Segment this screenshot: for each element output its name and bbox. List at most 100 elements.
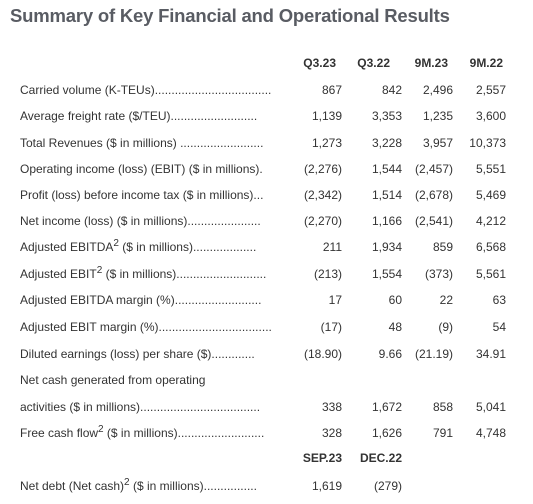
row-label-text: Net income (loss) ($ in millions) bbox=[20, 214, 188, 228]
cell-value: 5,551 bbox=[475, 162, 506, 176]
row-label-text: Net cash generated from operating bbox=[20, 373, 206, 387]
cell-value: 17 bbox=[328, 293, 342, 307]
cell-value: 328 bbox=[321, 426, 342, 440]
row-label: activities ($ in millions)..............… bbox=[20, 399, 260, 415]
cell-value: (2,270) bbox=[303, 214, 342, 228]
cell-value: 1,619 bbox=[311, 479, 342, 493]
leader-dots: ................... bbox=[192, 240, 257, 254]
table-row: Total Revenues ($ in millions) .........… bbox=[0, 135, 533, 157]
row-label-text: Diluted earnings (loss) per share ($) bbox=[20, 347, 212, 361]
row-label: Operating income (loss) (EBIT) ($ in mil… bbox=[20, 161, 263, 177]
table-row: Net cash generated from operating bbox=[0, 372, 533, 394]
leader-dots: .......................... bbox=[177, 426, 265, 440]
cell-value: (213) bbox=[313, 267, 342, 281]
cell-value: 338 bbox=[321, 400, 342, 414]
cell-value: (2,276) bbox=[303, 162, 342, 176]
cell-value: 3,600 bbox=[475, 109, 506, 123]
row-label-suffix: ($ in millions) bbox=[102, 267, 177, 281]
row-label-text: Profit (loss) before income tax ($ in mi… bbox=[20, 188, 254, 202]
cell-value: 3,957 bbox=[422, 136, 453, 150]
row-label: Diluted earnings (loss) per share ($)...… bbox=[20, 346, 255, 362]
row-label: Adjusted EBITDA2 ($ in millions)........… bbox=[20, 239, 256, 255]
leader-dots: ................................... bbox=[154, 83, 272, 97]
cell-value: 5,469 bbox=[475, 188, 506, 202]
table-row: Adjusted EBITDA2 ($ in millions)........… bbox=[0, 239, 533, 261]
cell-value: (2,342) bbox=[303, 188, 342, 202]
row-label-text: Carried volume (K-TEUs) bbox=[20, 83, 155, 97]
cell-value: (2,678) bbox=[414, 188, 453, 202]
leader-dots: ........................... bbox=[176, 267, 267, 281]
cell-value: 5,561 bbox=[475, 267, 506, 281]
cell-value: 1,514 bbox=[371, 188, 402, 202]
row-label-text: Total Revenues ($ in millions) bbox=[20, 136, 177, 150]
cell-value: 1,544 bbox=[371, 162, 402, 176]
footnote-marker: 2 bbox=[96, 266, 103, 276]
cell-value: (279) bbox=[373, 479, 402, 493]
cell-value: (2,541) bbox=[414, 214, 453, 228]
cell-value: 842 bbox=[381, 83, 402, 97]
cell-value: (17) bbox=[320, 320, 342, 334]
leader-dots: ...................... bbox=[187, 214, 261, 228]
cell-value: 2,496 bbox=[422, 83, 453, 97]
column-header-q3-22: Q3.22 bbox=[357, 56, 390, 70]
row-label-text: Operating income (loss) (EBIT) ($ in mil… bbox=[20, 162, 263, 176]
column-header-dec-22: DEC.22 bbox=[359, 451, 402, 465]
cell-value: 1,273 bbox=[311, 136, 342, 150]
cell-value: (18.90) bbox=[303, 347, 342, 361]
cell-value: (2,457) bbox=[414, 162, 453, 176]
cell-value: 54 bbox=[492, 320, 506, 334]
row-label: Carried volume (K-TEUs).................… bbox=[20, 82, 271, 98]
row-label-text: Free cash flow bbox=[20, 426, 99, 440]
cell-value: 2,557 bbox=[475, 83, 506, 97]
table-row: Adjusted EBIT2 ($ in millions)..........… bbox=[0, 266, 533, 288]
cell-value: 5,041 bbox=[475, 400, 506, 414]
row-label-suffix: ($ in millions) bbox=[129, 479, 204, 493]
leader-dots: ......................... bbox=[176, 136, 264, 150]
cell-value: 867 bbox=[321, 83, 342, 97]
cell-value: 9.66 bbox=[378, 347, 402, 361]
cell-value: 858 bbox=[432, 400, 453, 414]
row-label-suffix: ($ in millions) bbox=[103, 426, 178, 440]
row-label-text: Adjusted EBIT margin (%) bbox=[20, 320, 159, 334]
column-header-9m-22: 9M.22 bbox=[469, 56, 503, 70]
footnote-marker: 2 bbox=[113, 239, 119, 249]
cell-value: 1,166 bbox=[371, 214, 402, 228]
row-label: Total Revenues ($ in millions) .........… bbox=[20, 135, 263, 151]
leader-dots: ............. bbox=[211, 347, 255, 361]
table-row: Free cash flow2 ($ in millions).........… bbox=[0, 425, 533, 447]
leader-dots: ... bbox=[253, 188, 264, 202]
cell-value: 3,228 bbox=[371, 136, 402, 150]
cell-value: 859 bbox=[432, 240, 453, 254]
row-label: Net cash generated from operating bbox=[20, 372, 205, 388]
row-label-text: Net debt (Net cash) bbox=[20, 479, 125, 493]
leader-dots: .................................... bbox=[140, 400, 261, 414]
table-row: Diluted earnings (loss) per share ($)...… bbox=[0, 346, 533, 368]
row-label-text: Adjusted EBITDA margin (%) bbox=[20, 293, 175, 307]
row-label-text: Adjusted EBITDA bbox=[20, 240, 114, 254]
cell-value: 3,353 bbox=[371, 109, 402, 123]
cell-value: (9) bbox=[438, 320, 453, 334]
cell-value: 60 bbox=[388, 293, 402, 307]
table-row: Adjusted EBITDA margin (%)..............… bbox=[0, 292, 533, 314]
cell-value: 1,672 bbox=[371, 400, 402, 414]
table-row: activities ($ in millions)..............… bbox=[0, 399, 533, 421]
row-label-text: Adjusted EBIT bbox=[20, 267, 97, 281]
row-label: Profit (loss) before income tax ($ in mi… bbox=[20, 187, 263, 203]
leader-dots: .......................... bbox=[170, 109, 258, 123]
row-label-suffix: ($ in millions) bbox=[118, 240, 193, 254]
cell-value: 22 bbox=[439, 293, 453, 307]
row-label: Net debt (Net cash)2 ($ in millions)....… bbox=[20, 478, 257, 494]
cell-value: 10,373 bbox=[469, 136, 506, 150]
cell-value: 211 bbox=[322, 240, 342, 254]
row-label: Net income (loss) ($ in millions).......… bbox=[20, 213, 261, 229]
row-label: Adjusted EBIT2 ($ in millions)..........… bbox=[20, 266, 266, 282]
cell-value: 63 bbox=[492, 293, 506, 307]
cell-value: 1,626 bbox=[371, 426, 402, 440]
column-header-sep-23: SEP.23 bbox=[302, 451, 342, 465]
table-row: Average freight rate ($/TEU)............… bbox=[0, 108, 533, 130]
column-header-q3-23: Q3.23 bbox=[303, 56, 336, 70]
column-header-9m-23: 9M.23 bbox=[414, 56, 448, 70]
cell-value: 1,554 bbox=[371, 267, 402, 281]
footnote-marker: 2 bbox=[98, 425, 104, 435]
